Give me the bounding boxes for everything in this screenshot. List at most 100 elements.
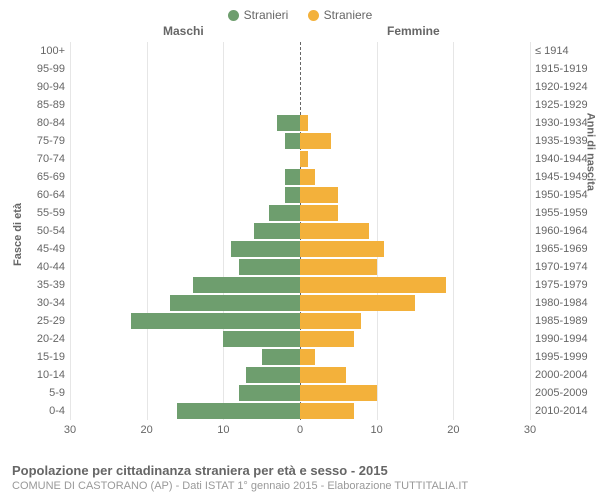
birth-label: 1975-1979	[535, 276, 595, 294]
age-label: 80-84	[10, 114, 65, 132]
age-label: 45-49	[10, 240, 65, 258]
bar-male	[193, 277, 300, 293]
birth-label: 1950-1954	[535, 186, 595, 204]
chart-subtitle: COMUNE DI CASTORANO (AP) - Dati ISTAT 1°…	[12, 480, 588, 492]
bar-female	[300, 385, 377, 401]
bar-male	[231, 241, 300, 257]
age-label: 60-64	[10, 186, 65, 204]
circle-icon	[228, 10, 239, 21]
legend-label-male: Stranieri	[244, 8, 289, 22]
bar-male	[131, 313, 300, 329]
birth-label: 1945-1949	[535, 168, 595, 186]
bar-female	[300, 169, 315, 185]
birth-label: 1920-1924	[535, 78, 595, 96]
bar-female	[300, 151, 308, 167]
birth-label: 1970-1974	[535, 258, 595, 276]
age-label: 5-9	[10, 384, 65, 402]
birth-label: 1930-1934	[535, 114, 595, 132]
bar-female	[300, 295, 415, 311]
age-label: 40-44	[10, 258, 65, 276]
age-label: 15-19	[10, 348, 65, 366]
bar-male	[170, 295, 300, 311]
bar-female	[300, 187, 338, 203]
birth-label: 1925-1929	[535, 96, 595, 114]
x-tick: 0	[297, 424, 303, 436]
bar-male	[277, 115, 300, 131]
birth-label: 1935-1939	[535, 132, 595, 150]
pyramid-chart: Fasce di età Anni di nascita 100+95-9990…	[0, 42, 600, 442]
x-tick: 30	[524, 424, 536, 436]
birth-label: 2010-2014	[535, 402, 595, 420]
bar-female	[300, 133, 331, 149]
bar-female	[300, 403, 354, 419]
bar-male	[239, 385, 300, 401]
birth-label: 1995-1999	[535, 348, 595, 366]
birth-label: 1965-1969	[535, 240, 595, 258]
bar-male	[262, 349, 300, 365]
bar-male	[254, 223, 300, 239]
grid-line	[223, 42, 224, 420]
bar-female	[300, 331, 354, 347]
bar-female	[300, 223, 369, 239]
birth-label: ≤ 1914	[535, 42, 595, 60]
x-tick: 30	[64, 424, 76, 436]
grid-line	[377, 42, 378, 420]
bar-female	[300, 241, 384, 257]
bar-female	[300, 205, 338, 221]
legend-item-male: Stranieri	[228, 8, 289, 22]
birth-label: 1990-1994	[535, 330, 595, 348]
x-tick: 10	[217, 424, 229, 436]
bar-female	[300, 259, 377, 275]
grid-line	[70, 42, 71, 420]
age-label: 100+	[10, 42, 65, 60]
birth-label: 2000-2004	[535, 366, 595, 384]
birth-label: 2005-2009	[535, 384, 595, 402]
bar-male	[285, 133, 300, 149]
footer: Popolazione per cittadinanza straniera p…	[12, 463, 588, 492]
bar-male	[246, 367, 300, 383]
header-male: Maschi	[163, 24, 204, 38]
age-label: 30-34	[10, 294, 65, 312]
grid-line	[453, 42, 454, 420]
grid-line	[530, 42, 531, 420]
age-label: 95-99	[10, 60, 65, 78]
bar-male	[177, 403, 300, 419]
birth-labels: ≤ 19141915-19191920-19241925-19291930-19…	[535, 42, 595, 420]
bar-male	[239, 259, 300, 275]
age-label: 20-24	[10, 330, 65, 348]
grid-line	[147, 42, 148, 420]
age-label: 10-14	[10, 366, 65, 384]
chart-title: Popolazione per cittadinanza straniera p…	[12, 463, 588, 478]
x-axis: 3020100102030	[70, 420, 530, 438]
x-tick: 20	[447, 424, 459, 436]
age-label: 25-29	[10, 312, 65, 330]
bar-male	[269, 205, 300, 221]
birth-label: 1960-1964	[535, 222, 595, 240]
age-label: 90-94	[10, 78, 65, 96]
legend-label-female: Straniere	[324, 8, 373, 22]
age-label: 55-59	[10, 204, 65, 222]
birth-label: 1955-1959	[535, 204, 595, 222]
age-labels: 100+95-9990-9485-8980-8475-7970-7465-696…	[10, 42, 65, 420]
x-tick: 20	[141, 424, 153, 436]
birth-label: 1915-1919	[535, 60, 595, 78]
age-label: 85-89	[10, 96, 65, 114]
bar-female	[300, 115, 308, 131]
bar-female	[300, 277, 446, 293]
age-label: 70-74	[10, 150, 65, 168]
column-headers: Maschi Femmine	[0, 24, 600, 42]
age-label: 75-79	[10, 132, 65, 150]
bar-female	[300, 313, 361, 329]
circle-icon	[308, 10, 319, 21]
age-label: 65-69	[10, 168, 65, 186]
legend-item-female: Straniere	[308, 8, 373, 22]
legend: Stranieri Straniere	[0, 0, 600, 24]
bar-female	[300, 367, 346, 383]
birth-label: 1980-1984	[535, 294, 595, 312]
bar-female	[300, 349, 315, 365]
bar-male	[223, 331, 300, 347]
age-label: 0-4	[10, 402, 65, 420]
age-label: 50-54	[10, 222, 65, 240]
birth-label: 1985-1989	[535, 312, 595, 330]
plot-area	[70, 42, 530, 420]
